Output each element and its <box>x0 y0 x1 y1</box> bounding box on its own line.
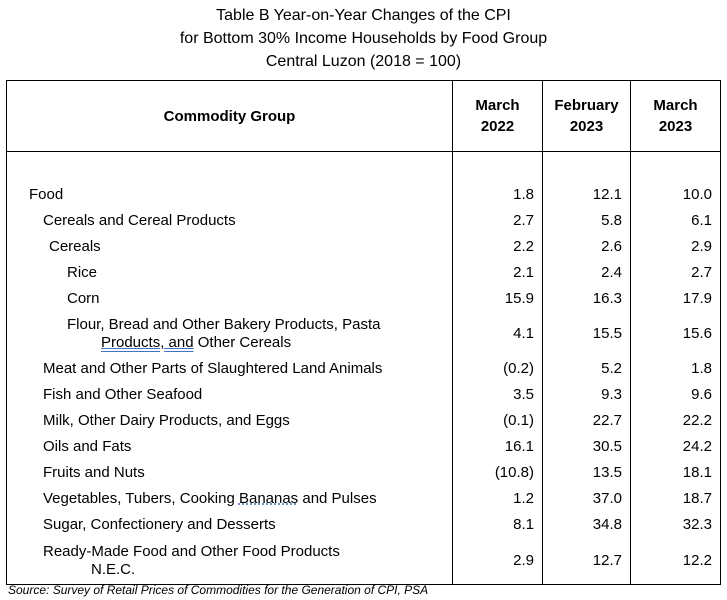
row-label: Food <box>29 186 64 203</box>
table-row: Ready-Made Food and Other Food Products … <box>6 538 721 585</box>
value-february-2023: 12.1 <box>542 182 631 208</box>
table-row: Fruits and Nuts (10.8) 13.5 18.1 <box>6 460 721 486</box>
row-label: Fish and Other Seafood <box>43 386 203 403</box>
value-march-2023: 18.7 <box>630 486 721 512</box>
value-march-2022: 2.1 <box>452 260 543 286</box>
row-label: Sugar, Confectionery and Desserts <box>43 516 276 533</box>
value-march-2022: (0.1) <box>452 408 543 434</box>
row-label: Fruits and Nuts <box>43 464 145 481</box>
header-commodity-group: Commodity Group <box>6 80 453 152</box>
header-february-2023: February 2023 <box>542 80 631 152</box>
value-march-2023: 32.3 <box>630 512 721 538</box>
value-march-2022: 2.7 <box>452 208 543 234</box>
header-row: Commodity Group March 2022 February 2023… <box>6 80 721 152</box>
value-march-2023: 2.9 <box>630 234 721 260</box>
table-row: Rice 2.1 2.4 2.7 <box>6 260 721 286</box>
value-march-2022: (10.8) <box>452 460 543 486</box>
value-february-2023: 30.5 <box>542 434 631 460</box>
row-label: Cereals <box>49 238 101 255</box>
row-label: Vegetables, Tubers, Cooking Bananas and … <box>43 490 377 507</box>
value-february-2023: 5.2 <box>542 356 631 382</box>
table-row: Food 1.8 12.1 10.0 <box>6 182 721 208</box>
table-row: Oils and Fats 16.1 30.5 24.2 <box>6 434 721 460</box>
table-row: Sugar, Confectionery and Desserts 8.1 34… <box>6 512 721 538</box>
value-march-2023: 24.2 <box>630 434 721 460</box>
value-february-2023: 37.0 <box>542 486 631 512</box>
value-march-2022: 2.2 <box>452 234 543 260</box>
row-label-line-1: Ready-Made Food and Other Food Products <box>43 543 340 560</box>
value-february-2023: 13.5 <box>542 460 631 486</box>
value-march-2022: (0.2) <box>452 356 543 382</box>
row-label: Corn <box>67 290 100 307</box>
value-february-2023: 22.7 <box>542 408 631 434</box>
source-note: Source: Survey of Retail Prices of Commo… <box>8 583 429 597</box>
value-march-2023: 2.7 <box>630 260 721 286</box>
title-line-2: for Bottom 30% Income Households by Food… <box>179 30 548 47</box>
value-february-2023: 34.8 <box>542 512 631 538</box>
row-label: Milk, Other Dairy Products, and Eggs <box>43 412 290 429</box>
value-march-2022: 16.1 <box>452 434 543 460</box>
value-march-2022: 8.1 <box>452 512 543 538</box>
row-label: Meat and Other Parts of Slaughtered Land… <box>43 360 383 377</box>
value-february-2023: 12.7 <box>542 538 631 585</box>
value-march-2023: 10.0 <box>630 182 721 208</box>
value-march-2023: 18.1 <box>630 460 721 486</box>
cpi-table: Commodity Group March 2022 February 2023… <box>6 80 721 585</box>
row-label-line-1: Flour, Bread and Other Bakery Products, … <box>67 316 381 333</box>
value-march-2023: 1.8 <box>630 356 721 382</box>
value-february-2023: 15.5 <box>542 312 631 356</box>
table-row: Cereals 2.2 2.6 2.9 <box>6 234 721 260</box>
value-march-2023: 17.9 <box>630 286 721 312</box>
value-february-2023: 5.8 <box>542 208 631 234</box>
value-february-2023: 2.4 <box>542 260 631 286</box>
table-row: Flour, Bread and Other Bakery Products, … <box>6 312 721 356</box>
header-march-2023: March 2023 <box>630 80 721 152</box>
title-line-3: Central Luzon (2018 = 100) <box>265 53 462 70</box>
value-february-2023: 16.3 <box>542 286 631 312</box>
title-line-1: Table B Year-on-Year Changes of the CPI <box>216 7 511 24</box>
value-march-2022: 15.9 <box>452 286 543 312</box>
value-march-2022: 4.1 <box>452 312 543 356</box>
value-march-2023: 12.2 <box>630 538 721 585</box>
value-march-2023: 6.1 <box>630 208 721 234</box>
row-label-line-2: Products, and Other Cereals <box>101 334 292 351</box>
row-label: Cereals and Cereal Products <box>43 212 236 229</box>
value-march-2023: 9.6 <box>630 382 721 408</box>
row-label: Oils and Fats <box>43 438 132 455</box>
value-march-2022: 1.2 <box>452 486 543 512</box>
row-label-line-2: N.E.C. <box>91 561 136 578</box>
header-march-2022: March 2022 <box>452 80 543 152</box>
table-row: Corn 15.9 16.3 17.9 <box>6 286 721 312</box>
spacer-row <box>6 151 721 182</box>
value-march-2023: 22.2 <box>630 408 721 434</box>
table-row: Vegetables, Tubers, Cooking Bananas and … <box>6 486 721 512</box>
table-row: Milk, Other Dairy Products, and Eggs (0.… <box>6 408 721 434</box>
value-march-2022: 2.9 <box>452 538 543 585</box>
row-label: Rice <box>67 264 98 281</box>
table-title: Table B Year-on-Year Changes of the CPI … <box>0 4 727 73</box>
value-march-2022: 3.5 <box>452 382 543 408</box>
value-february-2023: 9.3 <box>542 382 631 408</box>
table-row: Cereals and Cereal Products 2.7 5.8 6.1 <box>6 208 721 234</box>
table-row: Fish and Other Seafood 3.5 9.3 9.6 <box>6 382 721 408</box>
value-march-2023: 15.6 <box>630 312 721 356</box>
value-february-2023: 2.6 <box>542 234 631 260</box>
value-march-2022: 1.8 <box>452 182 543 208</box>
table-row: Meat and Other Parts of Slaughtered Land… <box>6 356 721 382</box>
